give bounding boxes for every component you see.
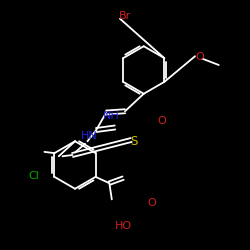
Text: Br: Br: [119, 11, 131, 21]
Text: O: O: [196, 52, 204, 62]
Text: NH: NH: [103, 111, 120, 121]
Text: HO: HO: [115, 221, 132, 231]
Text: HN: HN: [80, 131, 97, 141]
Text: S: S: [130, 135, 138, 148]
Text: Cl: Cl: [28, 171, 39, 181]
Text: O: O: [147, 198, 156, 207]
Text: O: O: [157, 116, 166, 126]
